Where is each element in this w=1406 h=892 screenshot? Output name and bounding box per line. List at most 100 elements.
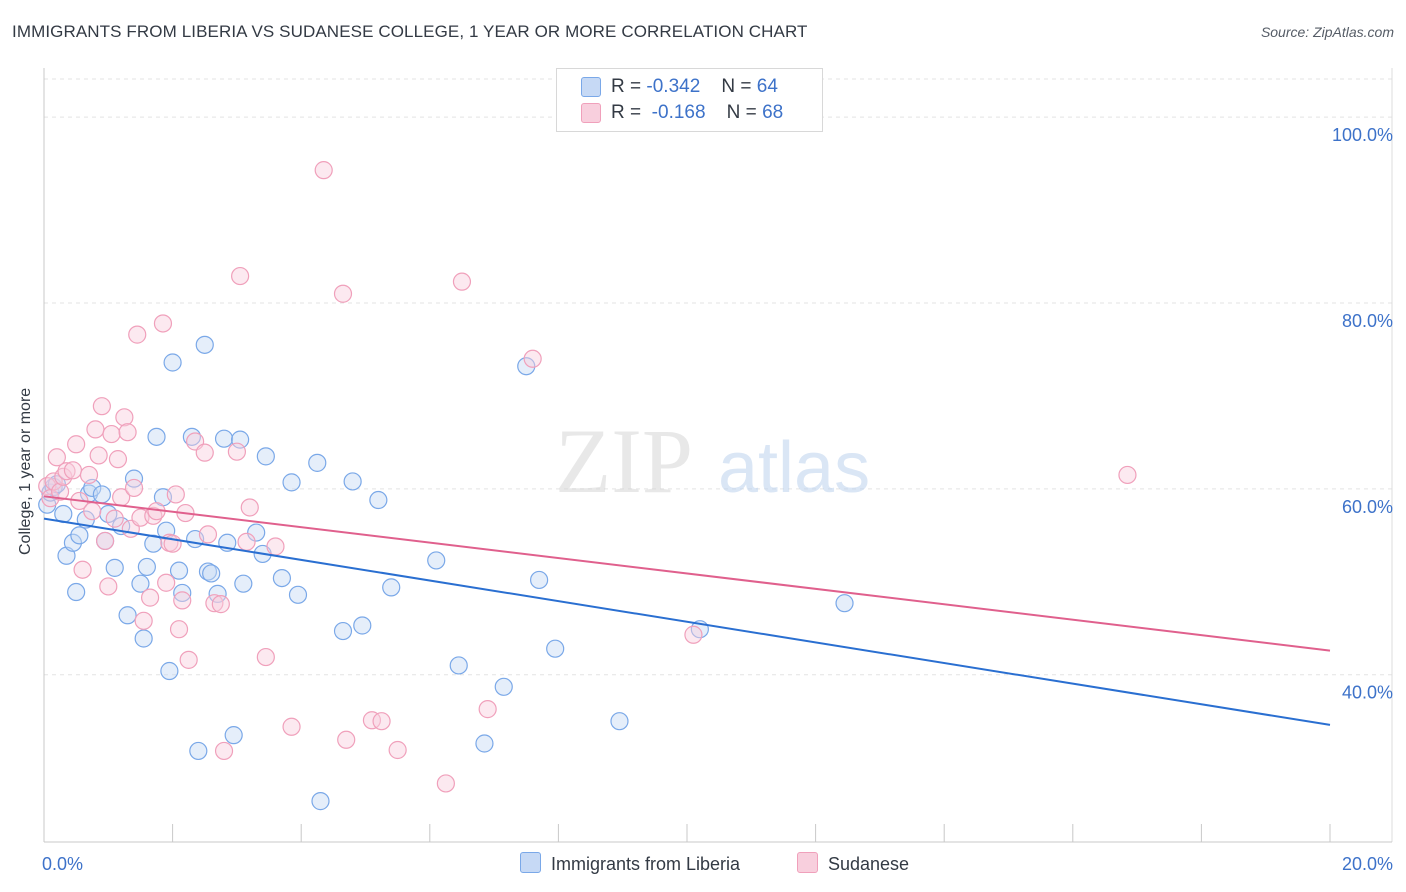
scatter-point <box>333 621 353 641</box>
scatter-point <box>57 462 76 481</box>
scatter-point <box>86 420 105 439</box>
scatter-point <box>205 594 224 613</box>
chart-title: IMMIGRANTS FROM LIBERIA VS SUDANESE COLL… <box>12 22 808 41</box>
trend-line-liberia <box>43 517 1331 726</box>
scatter-point <box>108 450 128 469</box>
y-tick-label: 80.0% <box>1342 311 1393 331</box>
scatter-point <box>166 485 185 504</box>
axes <box>43 68 1393 843</box>
scatter-point <box>124 478 144 498</box>
scatter-point <box>530 570 549 590</box>
scatter-point <box>134 629 153 648</box>
legend-swatch-sudanese <box>581 103 601 123</box>
scatter-point <box>478 700 497 719</box>
scatter-point <box>160 661 179 681</box>
scatter-point <box>63 461 83 480</box>
scatter-point <box>198 525 218 544</box>
watermark: ZIP atlas <box>555 410 870 512</box>
scatter-point <box>134 611 153 630</box>
scatter-point <box>70 526 89 545</box>
scatter-point <box>256 447 275 466</box>
scatter-point <box>333 284 353 303</box>
legend-n-value-sudanese: 68 <box>762 102 784 123</box>
watermark-zip: ZIP <box>555 410 693 512</box>
scatter-point <box>44 472 63 491</box>
scatter-point <box>237 532 256 551</box>
scatter-point <box>54 467 73 486</box>
scatter-point <box>189 741 208 761</box>
scatter-point <box>211 595 230 614</box>
scatter-point <box>523 349 542 368</box>
scatter-point <box>240 498 259 517</box>
scatter-point <box>89 446 108 465</box>
scatter-point <box>195 443 214 462</box>
scatter-point <box>169 561 189 580</box>
scatter-point <box>266 537 285 556</box>
scatter-point <box>372 712 391 731</box>
scatter-point <box>314 161 333 180</box>
scatter-point <box>173 583 192 603</box>
scatter-point <box>105 558 124 577</box>
scatter-point <box>179 650 198 669</box>
scatter-point <box>169 620 189 639</box>
source-label: Source: ZipAtlas.com <box>1260 24 1394 40</box>
x-tick-label: 0.0% <box>42 854 83 874</box>
scatter-point <box>224 726 243 745</box>
scatter-point <box>449 656 468 675</box>
scatter-point <box>382 578 401 597</box>
scatter-point <box>83 502 102 521</box>
series-liberia-points <box>38 335 854 811</box>
scatter-point <box>92 397 111 416</box>
scatter-point <box>195 335 214 354</box>
scatter-point <box>47 448 66 467</box>
scatter-point <box>247 523 266 542</box>
bottom-legend-label-liberia: Immigrants from Liberia <box>551 854 741 874</box>
scatter-point <box>337 730 356 749</box>
legend-n-label: N = <box>726 102 757 123</box>
scatter-point <box>835 594 854 613</box>
scatter-point <box>282 473 301 492</box>
scatter-point <box>311 792 330 811</box>
trend-lines <box>43 495 1331 726</box>
scatter-point <box>369 490 388 510</box>
scatter-point <box>452 272 472 291</box>
scatter-point <box>79 465 99 485</box>
scatter-point <box>63 533 83 552</box>
scatter-point <box>140 588 160 607</box>
scatter-point <box>131 574 150 593</box>
scatter-point <box>173 591 192 610</box>
scatter-point <box>137 557 156 577</box>
scatter-point <box>102 424 121 444</box>
bottom-legend-swatch-sudanese <box>797 852 818 873</box>
scatter-point <box>92 485 111 504</box>
scatter-point <box>99 577 118 596</box>
scatter-point <box>198 562 218 581</box>
scatter-point <box>50 482 70 501</box>
scatter-point <box>118 606 137 625</box>
series-sudanese-points <box>38 161 1137 793</box>
scatter-point <box>353 616 372 635</box>
scatter-point <box>163 353 182 372</box>
legend-r-label: R = <box>611 102 642 123</box>
y-tick-label: 40.0% <box>1342 683 1393 703</box>
scatter-point <box>67 435 86 454</box>
legend-n-value-liberia: 64 <box>756 76 778 97</box>
scatter-point <box>153 314 173 333</box>
scatter-point <box>214 741 234 761</box>
bottom-legend-swatch-liberia <box>520 852 541 873</box>
scatter-point <box>227 442 246 461</box>
scatter-point <box>517 357 536 376</box>
y-tick-label: 60.0% <box>1342 497 1393 517</box>
scatter-point <box>494 677 513 696</box>
scatter-point <box>147 427 166 446</box>
scatter-point <box>282 717 301 736</box>
scatter-point <box>231 430 250 449</box>
bottom-legend-sudanese: Sudanese <box>797 852 909 875</box>
scatter-point <box>67 582 86 602</box>
tick-labels: 40.0% 60.0% 80.0% 100.0% 0.0% 20.0% <box>42 125 1393 874</box>
x-tick-label: 20.0% <box>1342 854 1393 874</box>
scatter-point <box>124 469 144 488</box>
y-axis-label: College, 1 year or more <box>17 387 34 555</box>
scatter-point <box>475 734 494 753</box>
scatter-point <box>343 472 362 491</box>
